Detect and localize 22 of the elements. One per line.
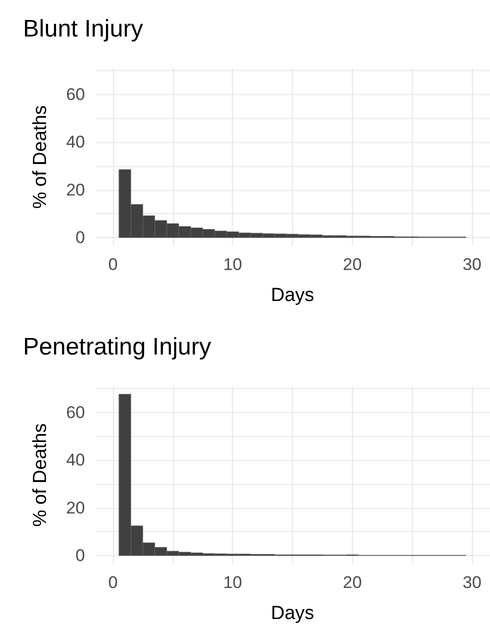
y-axis-title: % of Deaths xyxy=(30,423,51,527)
x-tick-label: 0 xyxy=(108,255,118,274)
y-tick-label: 60 xyxy=(66,84,85,104)
x-tick-label: 10 xyxy=(223,255,242,274)
x-tick-label: 0 xyxy=(108,573,118,592)
y-tick-label: 40 xyxy=(66,450,85,470)
y-tick-label: 20 xyxy=(66,180,85,200)
x-tick-label: 10 xyxy=(223,573,242,592)
chart-title: Blunt Injury xyxy=(23,16,144,42)
y-tick-label: 0 xyxy=(76,228,85,248)
y-tick-label: 40 xyxy=(66,132,85,152)
y-axis-title: % of Deaths xyxy=(30,105,51,209)
y-tick-label: 0 xyxy=(76,546,85,566)
x-tick-label: 30 xyxy=(462,573,482,592)
x-tick-label: 30 xyxy=(462,255,482,274)
x-tick-label: 20 xyxy=(342,255,362,274)
y-tick-label: 20 xyxy=(66,498,85,518)
x-tick-label: 20 xyxy=(342,573,362,592)
y-tick-label: 60 xyxy=(66,402,85,422)
x-axis-title: Days xyxy=(270,603,314,624)
x-axis-title: Days xyxy=(270,285,314,306)
chart-title: Penetrating Injury xyxy=(23,334,212,360)
